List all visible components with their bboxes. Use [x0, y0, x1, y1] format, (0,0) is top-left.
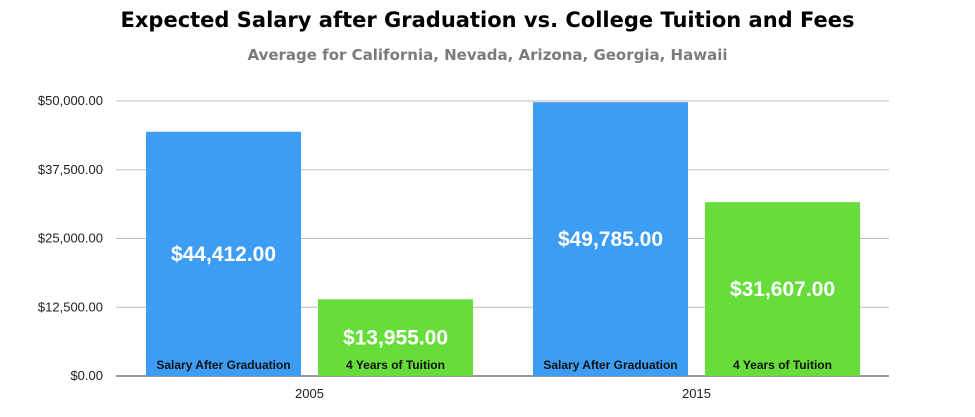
data-label: $49,785.00	[558, 228, 663, 251]
y-tick-label: $12,500.00	[38, 299, 103, 314]
data-label: $13,955.00	[343, 327, 448, 350]
y-tick-label: $37,500.00	[38, 162, 103, 177]
chart-title: Expected Salary after Graduation vs. Col…	[120, 8, 855, 32]
series-name-label: Salary After Graduation	[156, 358, 290, 372]
x-tick-label: 2015	[682, 386, 711, 401]
data-label: $31,607.00	[730, 278, 835, 301]
bar	[146, 131, 301, 376]
data-label: $44,412.00	[171, 243, 276, 266]
x-tick-label: 2005	[295, 386, 324, 401]
series-name-label: 4 Years of Tuition	[733, 358, 832, 372]
bar	[705, 202, 860, 376]
bar	[533, 102, 688, 377]
bar	[318, 299, 473, 376]
y-tick-label: $25,000.00	[38, 231, 103, 246]
series-name-label: Salary After Graduation	[543, 358, 677, 372]
y-tick-label: $50,000.00	[38, 93, 103, 108]
chart-subtitle: Average for California, Nevada, Arizona,…	[247, 46, 728, 64]
y-tick-label: $0.00	[70, 368, 103, 383]
series-name-label: 4 Years of Tuition	[346, 358, 445, 372]
